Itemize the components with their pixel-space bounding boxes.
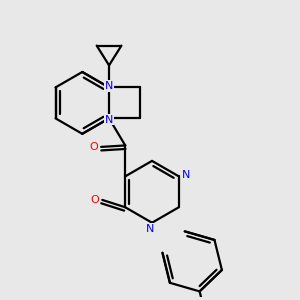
Text: N: N	[146, 224, 155, 234]
Text: O: O	[89, 142, 98, 152]
Text: N: N	[182, 170, 190, 180]
Text: N: N	[105, 115, 113, 125]
Text: O: O	[91, 195, 99, 205]
Text: N: N	[105, 81, 113, 91]
